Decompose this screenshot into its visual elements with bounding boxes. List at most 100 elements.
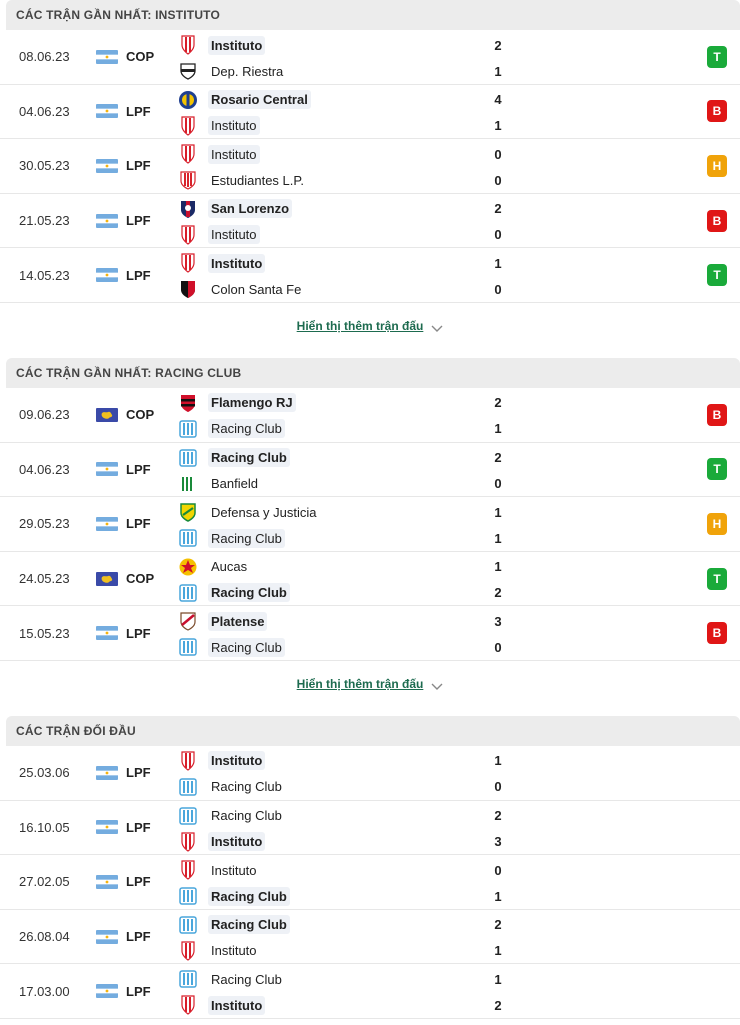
match-row[interactable]: 26.08.04 LPF Racing Club 2 Instituto 1 <box>0 910 740 965</box>
match-row[interactable]: 29.05.23 LPF Defensa y Justicia 1 Racing Clu… <box>0 497 740 552</box>
match-row[interactable]: 14.05.23 LPF Instituto 1 Colon Santa Fe 0 T <box>0 248 740 303</box>
away-team-name: Instituto <box>208 832 266 852</box>
show-more-link[interactable]: Hiển thị thêm trận đấu <box>0 661 740 708</box>
match-row[interactable]: 15.05.23 LPF Platense 3 Racing Club 0 B <box>0 606 740 661</box>
home-score: 3 <box>494 613 502 629</box>
instituto-logo-icon <box>178 115 198 136</box>
racing-logo-icon <box>178 969 198 989</box>
home-team[interactable]: Racing Club <box>178 805 285 827</box>
sanlorenzo-logo-icon <box>178 199 198 219</box>
away-team-name: Colon Santa Fe <box>211 281 302 297</box>
league-code: LPF <box>126 983 151 999</box>
league-code: COP <box>126 49 155 65</box>
away-score: 1 <box>494 63 502 79</box>
away-team[interactable]: Colon Santa Fe <box>178 278 304 300</box>
argentina-flag-icon <box>96 765 118 780</box>
home-team-name: Instituto <box>208 751 266 771</box>
match-row[interactable]: 21.05.23 LPF San Lorenzo 2 Instituto 0 B <box>0 194 740 249</box>
away-team[interactable]: Instituto <box>178 224 260 246</box>
away-team[interactable]: Instituto <box>178 115 260 137</box>
home-team[interactable]: Aucas <box>178 556 250 578</box>
match-date: 25.03.06 <box>19 765 70 781</box>
result-badge: B <box>707 209 727 232</box>
league-code: LPF <box>126 267 151 283</box>
home-team[interactable]: Instituto <box>178 252 266 274</box>
match-row[interactable]: 16.10.05 LPF Racing Club 2 Instituto 3 <box>0 801 740 856</box>
racing-logo-icon <box>178 777 198 797</box>
home-team[interactable]: Rosario Central <box>178 89 311 111</box>
match-date: 30.05.23 <box>19 158 70 174</box>
argentina-flag-icon <box>96 268 118 283</box>
argentina-flag-icon <box>96 820 118 835</box>
home-team[interactable]: Instituto <box>178 859 260 881</box>
home-team[interactable]: San Lorenzo <box>178 198 293 220</box>
away-score: 1 <box>494 888 502 904</box>
match-date: 17.03.00 <box>19 983 70 999</box>
racing-logo-icon <box>178 886 198 906</box>
away-team[interactable]: Racing Club <box>178 527 285 549</box>
away-team[interactable]: Racing Club <box>178 885 290 907</box>
match-row[interactable]: 04.06.23 LPF Racing Club 2 Banfield 0 T <box>0 443 740 498</box>
instituto-logo-icon <box>178 751 198 771</box>
aucas-logo-icon <box>178 557 198 577</box>
away-team-name: Instituto <box>208 225 260 245</box>
away-team[interactable]: Banfield <box>178 473 261 495</box>
argentina-flag-icon <box>96 213 118 228</box>
away-score: 3 <box>494 834 502 850</box>
colon-logo-icon <box>178 279 198 299</box>
conmebol-flag-icon <box>96 571 118 586</box>
instituto-logo-icon <box>178 995 198 1016</box>
away-team-name: Estudiantes L.P. <box>211 172 304 188</box>
match-date: 16.10.05 <box>19 819 70 835</box>
match-row[interactable]: 04.06.23 LPF Rosario Central 4 Instituto 1 B <box>0 85 740 140</box>
away-team-name: Instituto <box>208 995 266 1015</box>
match-row[interactable]: 09.06.23 COP Flamengo RJ 2 Racing Club 1 B <box>0 388 740 443</box>
away-score: 2 <box>494 585 502 601</box>
show-more-link[interactable]: Hiển thị thêm trận đấu <box>0 303 740 350</box>
home-team[interactable]: Racing Club <box>178 968 285 990</box>
away-team[interactable]: Instituto <box>178 940 260 962</box>
away-team[interactable]: Estudiantes L.P. <box>178 169 307 191</box>
away-team[interactable]: Dep. Riestra <box>178 60 286 82</box>
match-row[interactable]: 30.05.23 LPF Instituto 0 Estudiantes L.P. 0 H <box>0 139 740 194</box>
section-title: CÁC TRẬN GẦN NHẤT: INSTITUTO <box>6 0 740 30</box>
result-badge: B <box>707 403 727 426</box>
match-section: CÁC TRẬN ĐỐI ĐẦU 25.03.06 LPF Instituto 1 Rac… <box>0 715 740 1019</box>
away-score: 1 <box>494 530 502 546</box>
away-team-name: Instituto <box>211 943 257 959</box>
away-team[interactable]: Racing Club <box>178 582 290 604</box>
home-team[interactable]: Instituto <box>178 143 260 165</box>
home-team[interactable]: Flamengo RJ <box>178 392 296 414</box>
home-team[interactable]: Instituto <box>178 750 266 772</box>
match-row[interactable]: 24.05.23 COP Aucas 1 Racing Club 2 T <box>0 552 740 607</box>
match-row[interactable]: 17.03.00 LPF Racing Club 1 Instituto 2 <box>0 964 740 1019</box>
league-code: LPF <box>126 516 151 532</box>
home-team[interactable]: Instituto <box>178 34 266 56</box>
home-team-name: Instituto <box>208 253 266 273</box>
match-row[interactable]: 08.06.23 COP Instituto 2 Dep. Riestra 1 T <box>0 30 740 85</box>
match-row[interactable]: 27.02.05 LPF Instituto 0 Racing Club 1 <box>0 855 740 910</box>
home-team[interactable]: Defensa y Justicia <box>178 501 320 523</box>
home-score: 1 <box>494 255 502 271</box>
home-team-name: Instituto <box>211 862 257 878</box>
away-team[interactable]: Instituto <box>178 994 266 1016</box>
match-row[interactable]: 25.03.06 LPF Instituto 1 Racing Club 0 <box>0 746 740 801</box>
home-team[interactable]: Racing Club <box>178 447 290 469</box>
racing-logo-icon <box>178 448 198 468</box>
league-code: COP <box>126 407 155 423</box>
argentina-flag-icon <box>96 874 118 889</box>
home-team[interactable]: Platense <box>178 610 268 632</box>
argentina-flag-icon <box>96 49 118 64</box>
away-team[interactable]: Instituto <box>178 831 266 853</box>
away-team[interactable]: Racing Club <box>178 776 285 798</box>
home-team-name: Flamengo RJ <box>208 393 296 413</box>
instituto-logo-icon <box>178 941 198 961</box>
away-team[interactable]: Racing Club <box>178 636 285 658</box>
home-team[interactable]: Racing Club <box>178 914 290 936</box>
away-team[interactable]: Racing Club <box>178 418 285 440</box>
match-date: 15.05.23 <box>19 625 70 641</box>
section-spacer <box>0 350 740 358</box>
instituto-logo-icon <box>178 225 198 245</box>
away-score: 1 <box>494 943 502 959</box>
league-code: LPF <box>126 103 151 119</box>
